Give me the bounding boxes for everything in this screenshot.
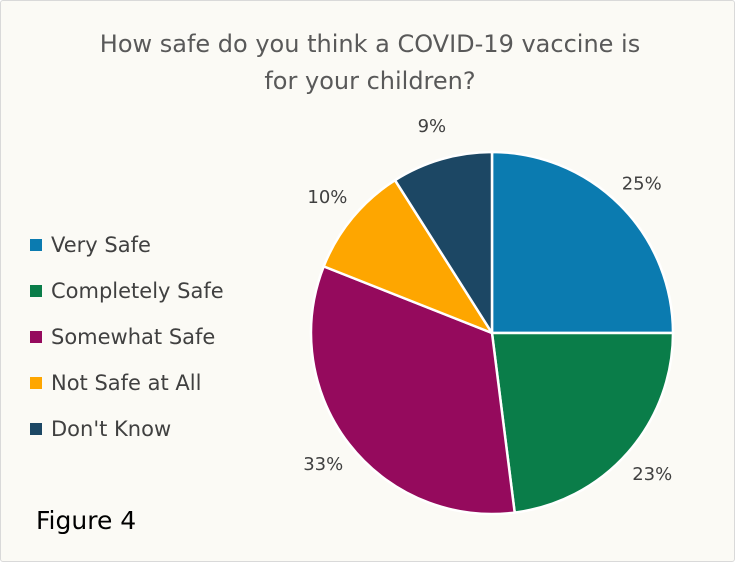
pie-data-label: 33% bbox=[303, 454, 343, 475]
chart-title-line-1: How safe do you think a COVID-19 vaccine… bbox=[99, 30, 641, 58]
legend-item-somewhat-safe: Somewhat Safe bbox=[30, 314, 224, 360]
legend-item-completely-safe: Completely Safe bbox=[30, 268, 224, 314]
chart-title: How safe do you think a COVID-19 vaccine… bbox=[20, 26, 720, 100]
legend-label: Very Safe bbox=[51, 233, 151, 257]
pie-data-label: 9% bbox=[418, 116, 447, 137]
legend-swatch bbox=[30, 423, 42, 435]
legend-item-very-safe: Very Safe bbox=[30, 222, 224, 268]
pie-slice-completely-safe bbox=[490, 331, 675, 514]
legend-label: Not Safe at All bbox=[51, 371, 202, 395]
chart-legend: Very Safe Completely Safe Somewhat Safe … bbox=[30, 222, 224, 452]
chart-title-line-2: for your children? bbox=[264, 67, 476, 95]
pie-slice-somewhat-safe bbox=[309, 265, 516, 516]
figure-label: Figure 4 bbox=[36, 506, 137, 535]
pie-data-label: 23% bbox=[632, 464, 672, 485]
legend-swatch bbox=[30, 285, 42, 297]
legend-label: Somewhat Safe bbox=[51, 325, 216, 349]
pie-data-label: 10% bbox=[307, 187, 347, 208]
legend-item-not-safe-at-all: Not Safe at All bbox=[30, 360, 224, 406]
pie-slices bbox=[309, 150, 675, 516]
pie-data-label: 25% bbox=[622, 173, 662, 194]
pie-slice-very-safe bbox=[490, 150, 675, 335]
legend-item-dont-know: Don't Know bbox=[30, 406, 224, 452]
legend-swatch bbox=[30, 331, 42, 343]
pie-slice-don-t-know bbox=[393, 150, 494, 335]
pie-data-labels: 25% 23% 33% 10% 9% bbox=[303, 116, 672, 485]
pie-slice-not-safe-at-all bbox=[322, 178, 494, 335]
legend-swatch bbox=[30, 377, 42, 389]
legend-label: Completely Safe bbox=[51, 279, 224, 303]
legend-label: Don't Know bbox=[51, 417, 172, 441]
legend-swatch bbox=[30, 239, 42, 251]
